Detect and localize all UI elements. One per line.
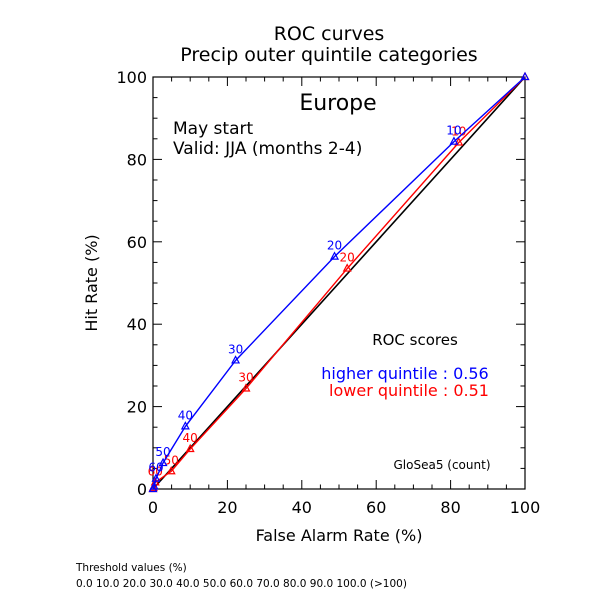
threshold-point-label: 10 [451, 125, 466, 139]
threshold-point-label: 30 [228, 342, 243, 356]
y-tick-label: 20 [127, 398, 147, 417]
threshold-title: Threshold values (%) [75, 562, 187, 574]
x-tick-label: 20 [217, 498, 237, 517]
chart-subtitle: Precip outer quintile categories [180, 44, 477, 66]
threshold-point-label: 60 [148, 464, 163, 478]
threshold-values: 0.0 10.0 20.0 30.0 40.0 50.0 60.0 70.0 8… [76, 578, 407, 590]
model-label: GloSea5 (count) [394, 458, 491, 472]
roc-point-marker [241, 383, 251, 392]
roc-point-marker [151, 473, 161, 482]
x-tick-label: 60 [366, 498, 386, 517]
roc-point-marker [231, 355, 241, 364]
lower-quintile-score: lower quintile : 0.51 [329, 381, 489, 400]
start-label: May start [173, 119, 253, 139]
y-tick-label: 80 [127, 150, 147, 169]
y-tick-label: 40 [127, 315, 147, 334]
y-tick-label: 0 [137, 480, 147, 499]
x-tick-label: 0 [148, 498, 158, 517]
y-tick-label: 100 [116, 68, 147, 87]
tick-labels: 0 20 40 60 80 100 0 20 40 60 80 100 [116, 68, 540, 517]
threshold-point-label: 30 [238, 370, 253, 384]
roc-point-marker [449, 136, 459, 145]
x-tick-label: 40 [292, 498, 312, 517]
x-axis-label: False Alarm Rate (%) [256, 526, 423, 545]
roc-point-marker [520, 71, 530, 81]
x-tick-label: 100 [510, 498, 541, 517]
threshold-point-label: 10 [446, 124, 461, 138]
roc-point-marker [342, 263, 352, 272]
threshold-point-label: 20 [327, 239, 342, 253]
roc-point-marker [166, 466, 176, 475]
y-axis-label: Hit Rate (%) [82, 234, 101, 331]
roc-scores-title: ROC scores [372, 331, 458, 349]
no-skill-diagonal [152, 76, 526, 490]
chart-title: ROC curves [274, 23, 385, 45]
axis-ticks [152, 76, 526, 490]
roc-point-marker [158, 457, 168, 467]
threshold-point-label: 40 [178, 408, 193, 422]
valid-label: Valid: JJA (months 2-4) [173, 139, 362, 159]
region-label: Europe [299, 91, 376, 116]
threshold-point-label: 50 [155, 445, 170, 459]
roc-point-marker [454, 137, 464, 146]
threshold-point-label: 40 [183, 431, 198, 445]
higher-quintile-score: higher quintile : 0.56 [321, 364, 488, 383]
roc-point-marker [180, 421, 190, 430]
x-tick-label: 80 [440, 498, 460, 517]
threshold-point-label: 20 [340, 251, 355, 265]
roc-point-marker [149, 481, 159, 490]
roc-point-marker [185, 443, 195, 453]
y-tick-label: 60 [127, 233, 147, 252]
roc-point-marker [330, 251, 340, 260]
